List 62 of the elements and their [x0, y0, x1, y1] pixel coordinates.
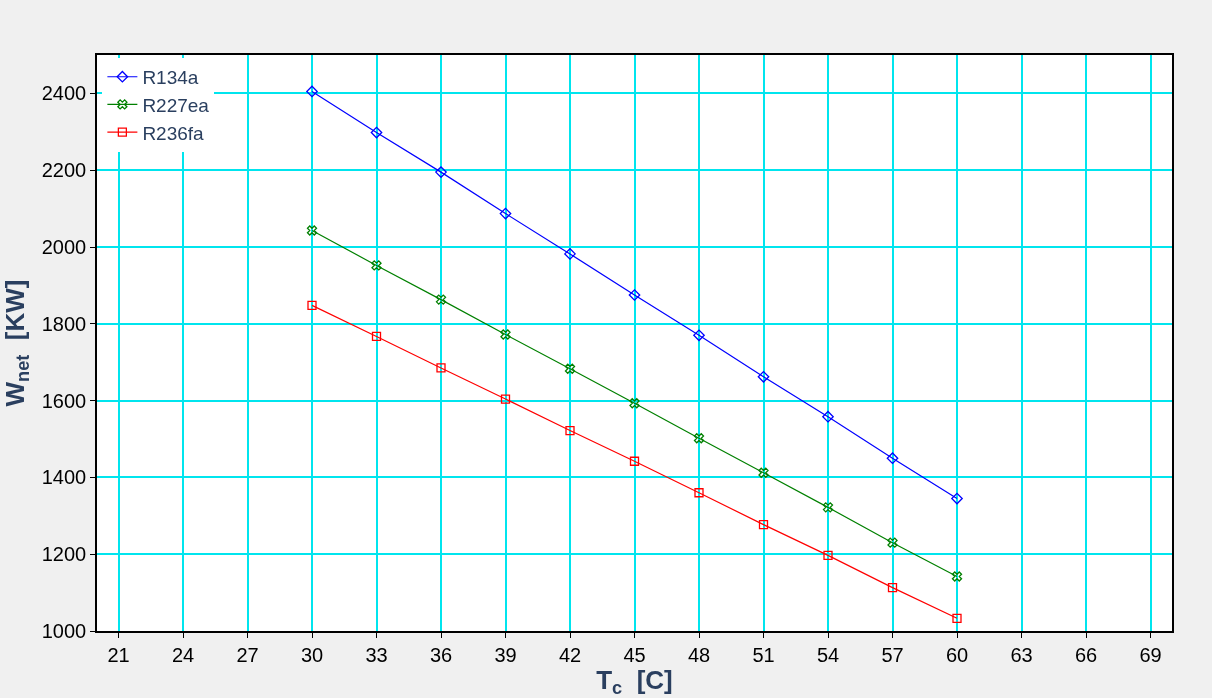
- point: [435, 166, 447, 178]
- x-axis-title: T$_{c}$ [C]: [596, 664, 673, 698]
- point: [629, 456, 640, 466]
- y-tick-label: 2000: [41, 236, 87, 258]
- x-tick-label: 54: [816, 643, 840, 666]
- point: [887, 582, 898, 593]
- point: [564, 363, 576, 374]
- x-tick-label: 51: [752, 643, 775, 666]
- point: [822, 502, 834, 513]
- point: [693, 433, 705, 444]
- point: [306, 225, 318, 236]
- point: [757, 370, 770, 383]
- point: [370, 126, 383, 139]
- x-tick-label: 48: [687, 643, 711, 666]
- x-tick-label: 45: [623, 643, 646, 666]
- x-tick-label: 33: [365, 643, 388, 666]
- point: [758, 519, 769, 530]
- point: [500, 394, 511, 404]
- x-tick-label: 42: [558, 643, 582, 666]
- point: [436, 363, 446, 373]
- point: [693, 329, 705, 342]
- x-tick-label: 27: [236, 643, 259, 666]
- point: [951, 492, 963, 505]
- point: [371, 260, 382, 271]
- point: [629, 398, 640, 409]
- y-tick-label: 1800: [41, 312, 87, 335]
- y-tick-label: 2200: [41, 159, 87, 182]
- y-tick-label: 2400: [41, 82, 87, 105]
- point: [952, 613, 962, 623]
- x-tick-label: 66: [1074, 643, 1098, 666]
- legend-label: R227ea: [142, 94, 210, 116]
- point: [499, 207, 512, 220]
- point: [951, 571, 963, 582]
- x-tick-label: 30: [300, 643, 324, 666]
- legend-label: R236fa: [142, 122, 205, 144]
- point: [758, 467, 769, 478]
- x-tick-label: 63: [1010, 643, 1033, 666]
- legend-label: R134a: [142, 67, 199, 89]
- point: [307, 300, 317, 311]
- x-tick-label: 39: [494, 643, 517, 666]
- point: [500, 329, 511, 340]
- x-tick-label: 57: [881, 643, 904, 666]
- point: [306, 85, 318, 98]
- point: [371, 331, 382, 342]
- point: [887, 537, 898, 548]
- point: [435, 294, 447, 305]
- x-tick-label: 21: [107, 643, 130, 666]
- y-tick-label: 1600: [41, 389, 87, 412]
- point: [694, 488, 704, 498]
- point: [628, 289, 641, 301]
- y-tick-label: 1000: [41, 620, 87, 642]
- x-tick-label: 60: [945, 643, 969, 666]
- point: [565, 425, 575, 436]
- y-tick-label: 1200: [41, 543, 87, 566]
- point: [822, 410, 834, 423]
- x-tick-label: 69: [1139, 643, 1162, 666]
- x-tick-label: 36: [429, 643, 453, 666]
- point: [564, 248, 576, 260]
- y-tick-label: 1400: [41, 466, 87, 489]
- point: [886, 452, 899, 465]
- x-tick-label: 24: [171, 643, 195, 666]
- point: [823, 550, 833, 560]
